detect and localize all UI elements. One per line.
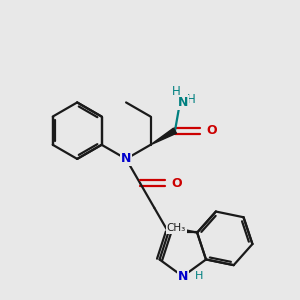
Text: CH₃: CH₃ xyxy=(167,223,186,233)
Text: H: H xyxy=(195,272,203,281)
Text: O: O xyxy=(172,177,182,190)
Text: N: N xyxy=(178,96,188,110)
Text: H: H xyxy=(172,85,180,98)
Text: N: N xyxy=(121,152,131,165)
Text: O: O xyxy=(206,124,217,137)
Text: H: H xyxy=(187,93,196,106)
Text: N: N xyxy=(178,270,188,283)
Polygon shape xyxy=(151,128,176,145)
